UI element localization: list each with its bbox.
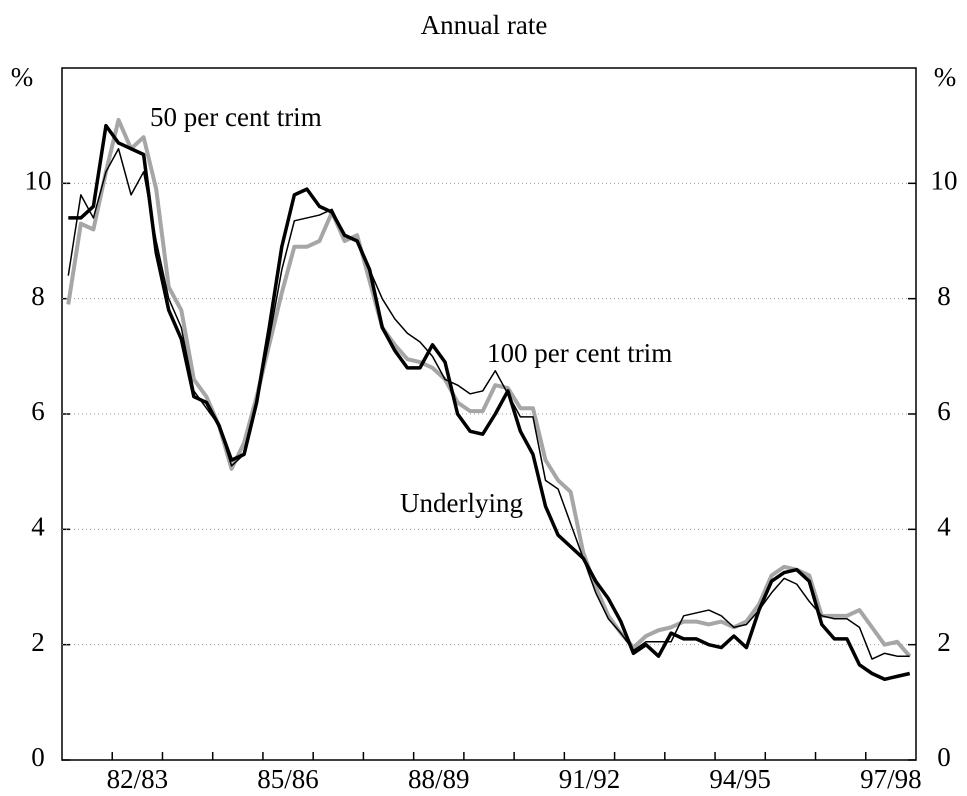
x-tick-label: 94/95 [709,764,771,794]
series-line [66,117,912,658]
y-tick-label: 0 [31,742,45,772]
y-unit: % [11,62,34,92]
series-label: Underlying [400,488,523,518]
x-tick-label: 85/86 [257,764,319,794]
y-tick-label: 10 [25,166,52,196]
y2-tick-label: 8 [937,281,951,311]
x-tick-label: 88/89 [408,764,470,794]
x-tick-label: 97/98 [860,764,922,794]
y-tick-label: 4 [31,512,45,542]
y2-tick-label: 0 [937,742,951,772]
y2-tick-label: 4 [937,512,951,542]
y-tick-label: 8 [31,281,45,311]
y2-tick-label: 10 [931,166,958,196]
y-tick-label: 6 [31,396,45,426]
y-tick-label: 2 [31,627,45,657]
series-label: 100 per cent trim [487,338,672,368]
series-label: 50 per cent trim [150,102,322,132]
x-tick-label: 82/83 [107,764,169,794]
y2-tick-label: 6 [937,396,951,426]
chart-title: Annual rate [421,10,548,40]
series-line [68,123,911,682]
y2-tick-label: 2 [937,627,951,657]
y2-unit: % [934,62,957,92]
series-line [67,147,910,660]
x-tick-label: 91/92 [559,764,621,794]
